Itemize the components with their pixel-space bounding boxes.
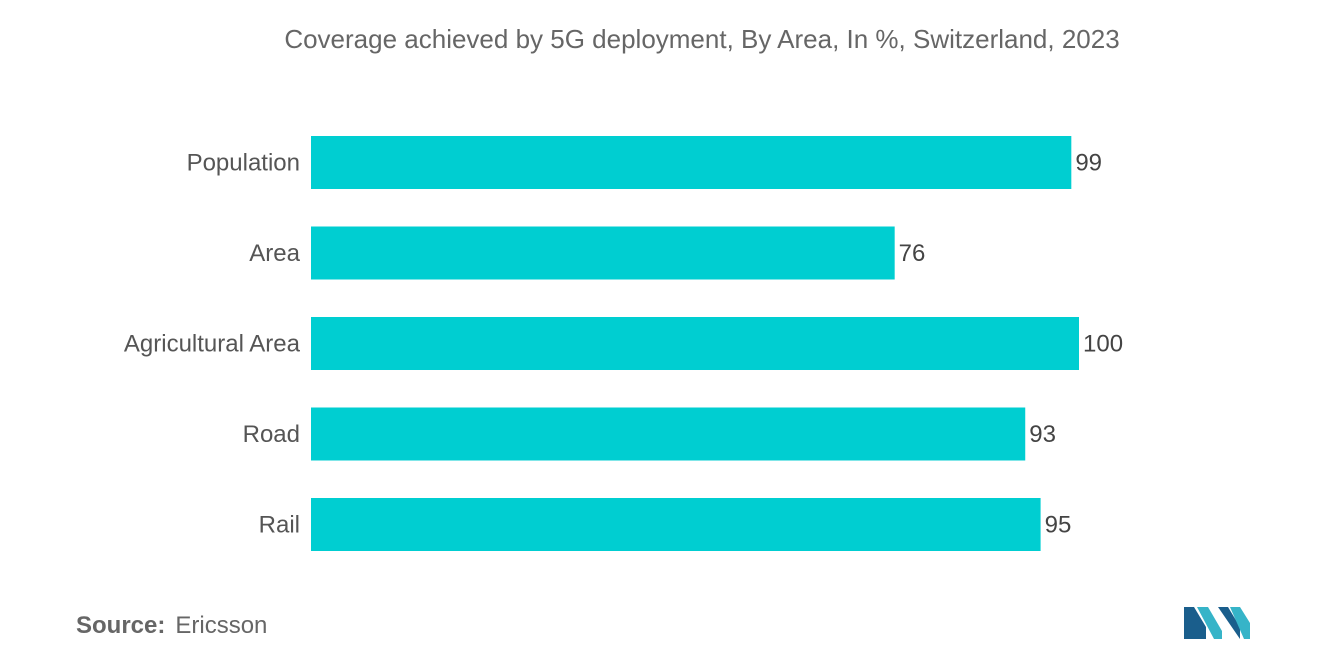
- category-label: Population: [187, 150, 300, 177]
- bar-agricultural-area: [311, 317, 1079, 370]
- source-label: Source:: [76, 612, 166, 639]
- bar-road: [311, 407, 1026, 461]
- category-label: Agricultural Area: [124, 331, 301, 358]
- source-note: Source: Ericsson: [76, 612, 267, 640]
- bar-population: [311, 136, 1072, 189]
- value-label: 100: [1083, 331, 1123, 358]
- bar-area: [311, 226, 895, 280]
- brand-logo-icon: [1184, 607, 1250, 639]
- bar-rail: [311, 498, 1041, 551]
- value-label: 93: [1029, 421, 1056, 448]
- value-label: 76: [899, 240, 926, 267]
- source-text: Ericsson: [175, 612, 268, 639]
- category-label: Area: [249, 240, 300, 267]
- chart-title: Coverage achieved by 5G deployment, By A…: [284, 24, 1120, 54]
- category-label: Road: [243, 421, 300, 448]
- category-label: Rail: [259, 512, 300, 539]
- value-label: 99: [1075, 150, 1102, 177]
- value-label: 95: [1045, 512, 1072, 539]
